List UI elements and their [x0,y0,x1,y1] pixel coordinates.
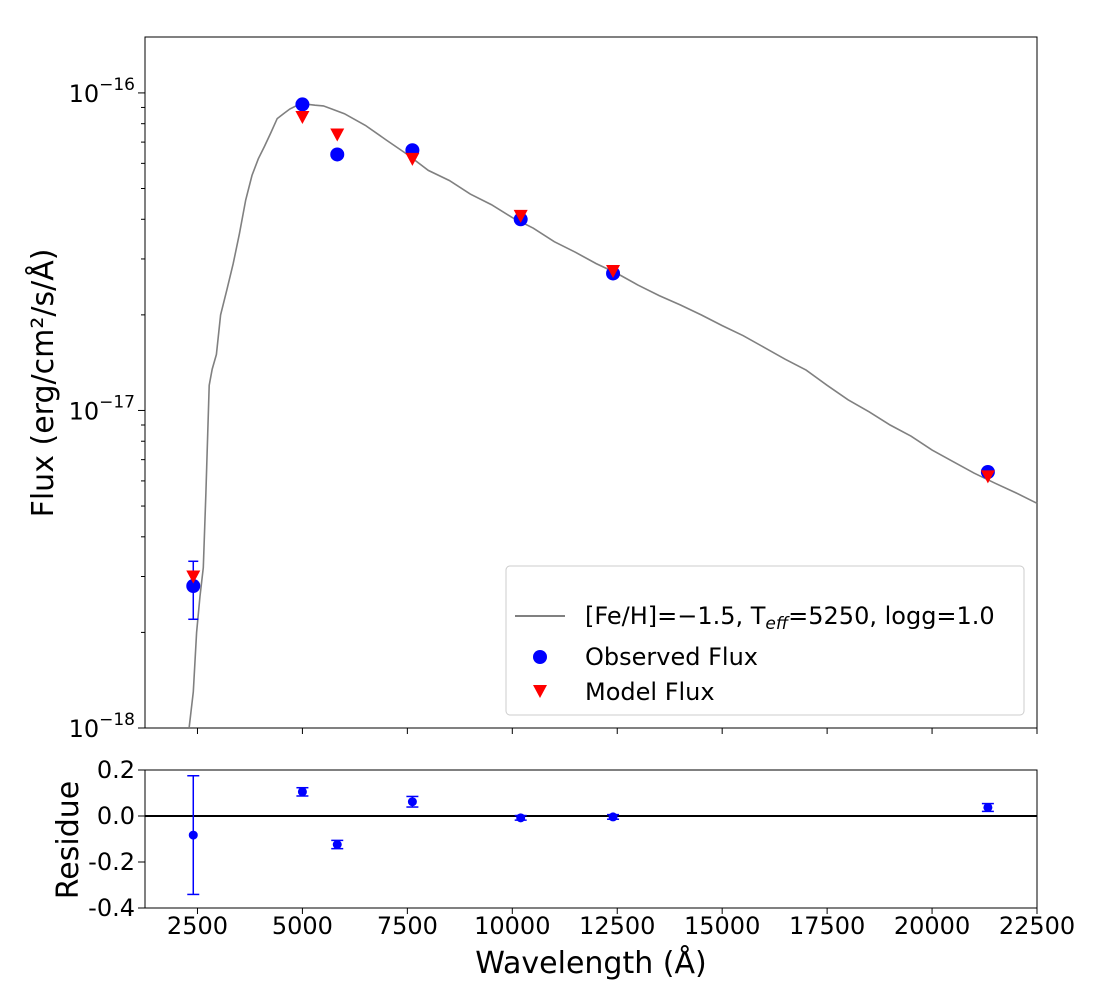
legend-model-swatch [533,685,547,698]
x-tick-label: 2500 [167,912,228,940]
residue-y-axis-label: Residue [51,781,86,899]
residue-y-ticks: 0.2 0.0 -0.2 -0.4 [88,756,145,922]
legend-observed-label: Observed Flux [585,643,758,671]
legend-model-label: Model Flux [585,678,715,706]
observed-flux-point [330,147,345,162]
x-tick-label: 7500 [377,912,438,940]
residue-y-tick-label: -0.2 [88,848,135,876]
legend-spectrum-label: [Fe/H]=−1.5, Teff=5250, logg=1.0 [585,602,995,634]
residue-point [608,812,618,822]
x-tick-label: 10000 [474,912,550,940]
model-flux-point [186,570,201,584]
model-flux-point [405,152,420,166]
x-tick-label: 17500 [789,912,865,940]
legend-box [505,565,1025,716]
flux-y-tick-label: 10−17 [69,392,135,425]
x-tick-label: 5000 [272,912,333,940]
residue-point [188,830,198,840]
residue-point [297,787,307,797]
x-tick-label: 20000 [894,912,970,940]
residue-point [983,802,993,812]
flux-markers-group [186,97,995,621]
model-flux-point [513,209,528,223]
model-flux-point [330,128,345,142]
residue-point [332,840,342,850]
observed-flux-point [186,579,201,594]
model-flux-point [980,470,995,484]
x-tick-label: 22500 [999,912,1075,940]
residue-point [407,797,417,807]
x-axis-label: Wavelength (Å) [475,945,706,981]
residue-y-tick-label: 0.2 [97,756,135,784]
residue-plot-frame [144,769,1038,909]
residue-x-ticks: 2500 5000 7500 10000 12500 15000 17500 20000 225… [167,908,1075,940]
legend-observed-swatch [533,650,547,664]
residue-markers-group [187,775,994,896]
flux-x-ticks [196,728,1038,734]
model-flux-point [295,110,310,124]
observed-flux-point [295,97,310,112]
legend: [Fe/H]=−1.5, Teff=5250, logg=1.0 Observe… [505,565,1025,716]
residue-y-tick-label: 0.0 [97,802,135,830]
flux-y-ticks: 10−16 10−17 10−18 [69,75,145,743]
x-tick-label: 12500 [579,912,655,940]
flux-y-tick-label: 10−16 [69,75,135,108]
residue-panel: 0.2 0.0 -0.2 -0.4 2500 5000 7500 10000 12500 150… [51,756,1075,981]
flux-panel: 10−16 10−17 10−18 Flux (erg/cm²/s/Å) [Fe/H… [25,36,1038,743]
model-flux-point [606,264,621,278]
flux-y-axis-label: Flux (erg/cm²/s/Å) [25,249,61,518]
flux-y-tick-label: 10−18 [69,710,135,743]
residue-point [516,813,526,823]
residue-y-tick-label: -0.4 [88,894,135,922]
x-tick-label: 15000 [684,912,760,940]
